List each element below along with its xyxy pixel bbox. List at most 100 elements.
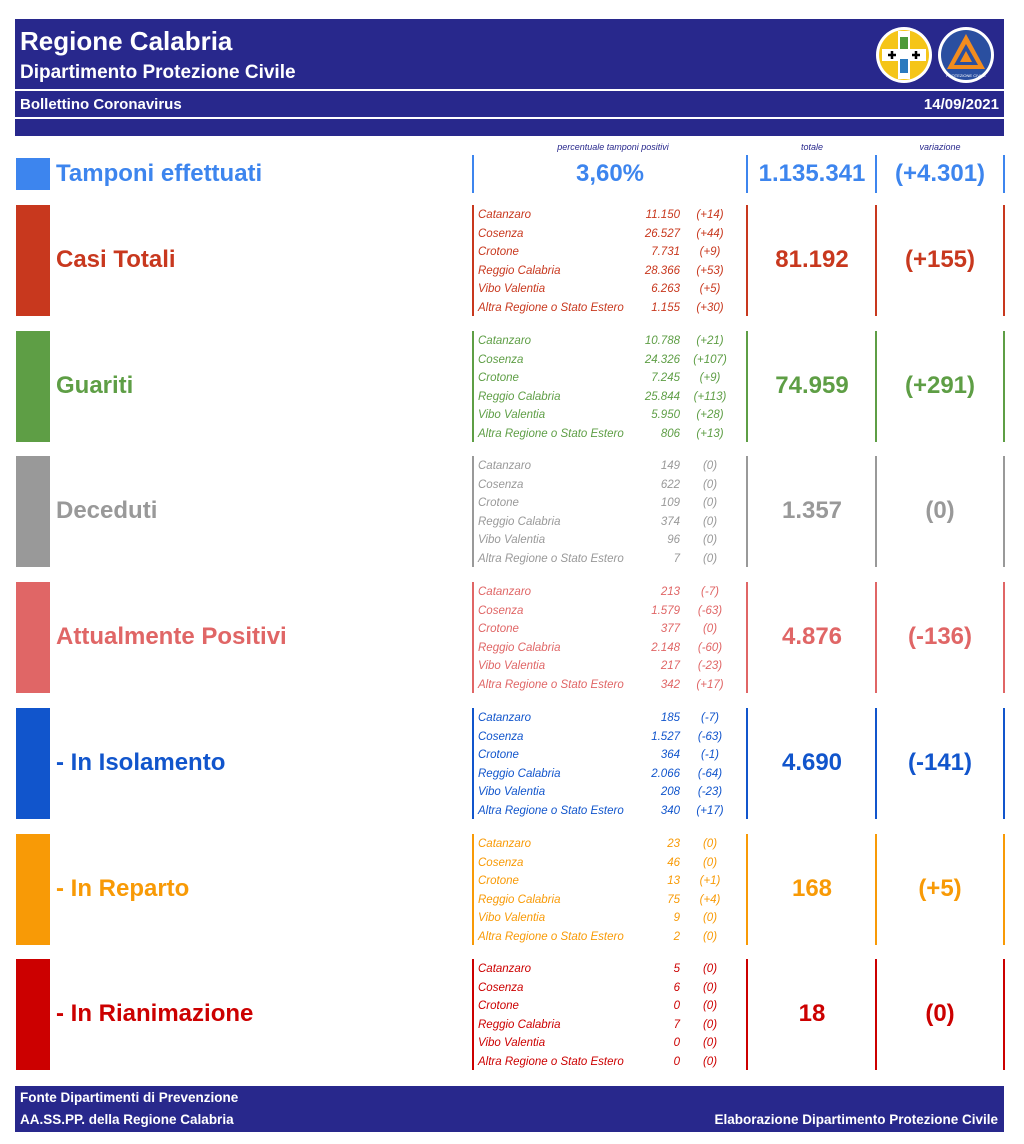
province-variation: (0) bbox=[702, 856, 718, 869]
province-row: Vibo Valentia 5.950 (+28) bbox=[478, 406, 748, 425]
province-value: 185 bbox=[660, 712, 680, 724]
section-divider bbox=[472, 959, 474, 1070]
province-variation: (+14) bbox=[696, 209, 724, 221]
province-name: Cosenza bbox=[478, 604, 524, 617]
province-row: Cosenza 46 (0) bbox=[478, 854, 748, 873]
section-variation: (+5) bbox=[918, 874, 962, 902]
province-name: Catanzaro bbox=[478, 963, 532, 975]
province-value: 28.366 bbox=[644, 264, 680, 277]
province-row: Reggio Calabria 374 (0) bbox=[478, 513, 748, 532]
province-row: Crotone 109 (0) bbox=[478, 494, 748, 513]
province-variation: (+44) bbox=[696, 227, 724, 240]
province-value: 0 bbox=[673, 1037, 680, 1049]
section-divider bbox=[875, 205, 877, 316]
province-variation: (-23) bbox=[697, 786, 723, 798]
section-divider bbox=[472, 582, 474, 693]
province-value: 1.579 bbox=[651, 604, 680, 617]
province-variation: (+113) bbox=[693, 390, 727, 403]
province-list: Catanzaro 149 (0) Cosenza 622 (0) Crotone 109 (0… bbox=[478, 457, 748, 568]
section-swatch bbox=[16, 456, 50, 567]
province-variation: (+17) bbox=[696, 804, 724, 817]
region-title: Regione Calabria bbox=[20, 26, 233, 56]
province-variation: (0) bbox=[702, 552, 718, 565]
section-total: 1.357 bbox=[781, 496, 843, 524]
section-divider bbox=[472, 331, 474, 442]
province-value: 0 bbox=[673, 1000, 680, 1012]
province-row: Catanzaro 185 (-7) bbox=[478, 709, 748, 728]
bulletin-date: 14/09/2021 bbox=[923, 96, 999, 113]
province-value: 374 bbox=[660, 515, 680, 528]
province-row: Cosenza 622 (0) bbox=[478, 476, 748, 495]
section-label: Guariti bbox=[56, 371, 134, 399]
tamponi-divider bbox=[875, 155, 877, 193]
province-value: 0 bbox=[673, 1055, 680, 1068]
variation-caption: variazione bbox=[919, 142, 961, 152]
province-variation: (0) bbox=[702, 534, 718, 546]
province-list: Catanzaro 5 (0) Cosenza 6 (0) Crotone 0 (0) Reggi… bbox=[478, 960, 748, 1071]
province-name: Cosenza bbox=[478, 981, 524, 994]
province-row: Crotone 377 (0) bbox=[478, 620, 748, 639]
province-variation: (0) bbox=[702, 1000, 718, 1012]
section-label: - In Rianimazione bbox=[56, 999, 254, 1027]
province-list: Catanzaro 10.788 (+21) Cosenza 24.326 (+107) C… bbox=[478, 332, 748, 443]
province-row: Cosenza 26.527 (+44) bbox=[478, 225, 748, 244]
province-name: Crotone bbox=[478, 623, 519, 635]
province-name: Crotone bbox=[478, 749, 519, 761]
province-variation: (0) bbox=[702, 1055, 718, 1068]
province-variation: (0) bbox=[702, 623, 718, 635]
province-row: Crotone 0 (0) bbox=[478, 997, 748, 1016]
province-value: 7.731 bbox=[651, 246, 680, 258]
province-variation: (+107) bbox=[693, 353, 727, 366]
section-label: - In Isolamento bbox=[56, 748, 226, 776]
section-divider bbox=[746, 582, 748, 693]
tamponi-label: Tamponi effettuati bbox=[56, 160, 263, 187]
province-value: 2.148 bbox=[651, 641, 680, 654]
province-variation: (-63) bbox=[697, 730, 723, 743]
section-divider bbox=[1003, 205, 1005, 316]
section-total: 4.876 bbox=[781, 622, 843, 650]
province-value: 6 bbox=[673, 981, 680, 994]
province-value: 2.066 bbox=[651, 767, 680, 780]
province-name: Reggio Calabria bbox=[478, 390, 561, 403]
province-list: Catanzaro 11.150 (+14) Cosenza 26.527 (+44) Cr… bbox=[478, 206, 748, 317]
section-total: 4.690 bbox=[781, 748, 843, 776]
province-row: Reggio Calabria 75 (+4) bbox=[478, 891, 748, 910]
section-divider bbox=[875, 331, 877, 442]
province-name: Vibo Valentia bbox=[478, 786, 546, 798]
province-value: 13 bbox=[667, 875, 680, 887]
section-swatch bbox=[16, 582, 50, 693]
section-divider bbox=[746, 708, 748, 819]
department-subtitle: Dipartimento Protezione Civile bbox=[20, 62, 296, 83]
province-variation: (-7) bbox=[701, 586, 719, 598]
section-total: 18 bbox=[798, 999, 826, 1027]
province-row: Cosenza 24.326 (+107) bbox=[478, 351, 748, 370]
province-variation: (+5) bbox=[699, 283, 721, 295]
province-name: Altra Regione o Stato Estero bbox=[478, 678, 624, 691]
section-divider bbox=[875, 456, 877, 567]
section-divider bbox=[746, 331, 748, 442]
header-divider bbox=[15, 89, 1004, 91]
province-row: Crotone 7.731 (+9) bbox=[478, 243, 748, 262]
province-row: Cosenza 1.579 (-63) bbox=[478, 602, 748, 621]
province-row: Altra Regione o Stato Estero 342 (+17) bbox=[478, 676, 748, 695]
province-value: 342 bbox=[660, 678, 680, 691]
province-value: 622 bbox=[660, 478, 680, 491]
province-row: Altra Regione o Stato Estero 0 (0) bbox=[478, 1053, 748, 1072]
section-divider bbox=[1003, 582, 1005, 693]
section-divider bbox=[875, 582, 877, 693]
province-name: Cosenza bbox=[478, 353, 524, 366]
tamponi-divider bbox=[746, 155, 748, 193]
footer-source-line-1: Fonte Dipartimenti di Prevenzione bbox=[20, 1090, 239, 1105]
province-value: 217 bbox=[660, 660, 680, 672]
section-total: 81.192 bbox=[775, 245, 849, 273]
province-name: Crotone bbox=[478, 497, 519, 509]
province-list: Catanzaro 213 (-7) Cosenza 1.579 (-63) Crotone… bbox=[478, 583, 748, 694]
section-divider bbox=[1003, 331, 1005, 442]
province-value: 25.844 bbox=[644, 390, 680, 403]
province-list: Catanzaro 23 (0) Cosenza 46 (0) Crotone 13 (+1) R… bbox=[478, 835, 748, 946]
province-value: 96 bbox=[667, 534, 680, 546]
province-name: Altra Regione o Stato Estero bbox=[478, 301, 624, 314]
province-value: 1.527 bbox=[651, 730, 680, 743]
section-variation: (+155) bbox=[904, 245, 976, 273]
province-row: Catanzaro 11.150 (+14) bbox=[478, 206, 748, 225]
